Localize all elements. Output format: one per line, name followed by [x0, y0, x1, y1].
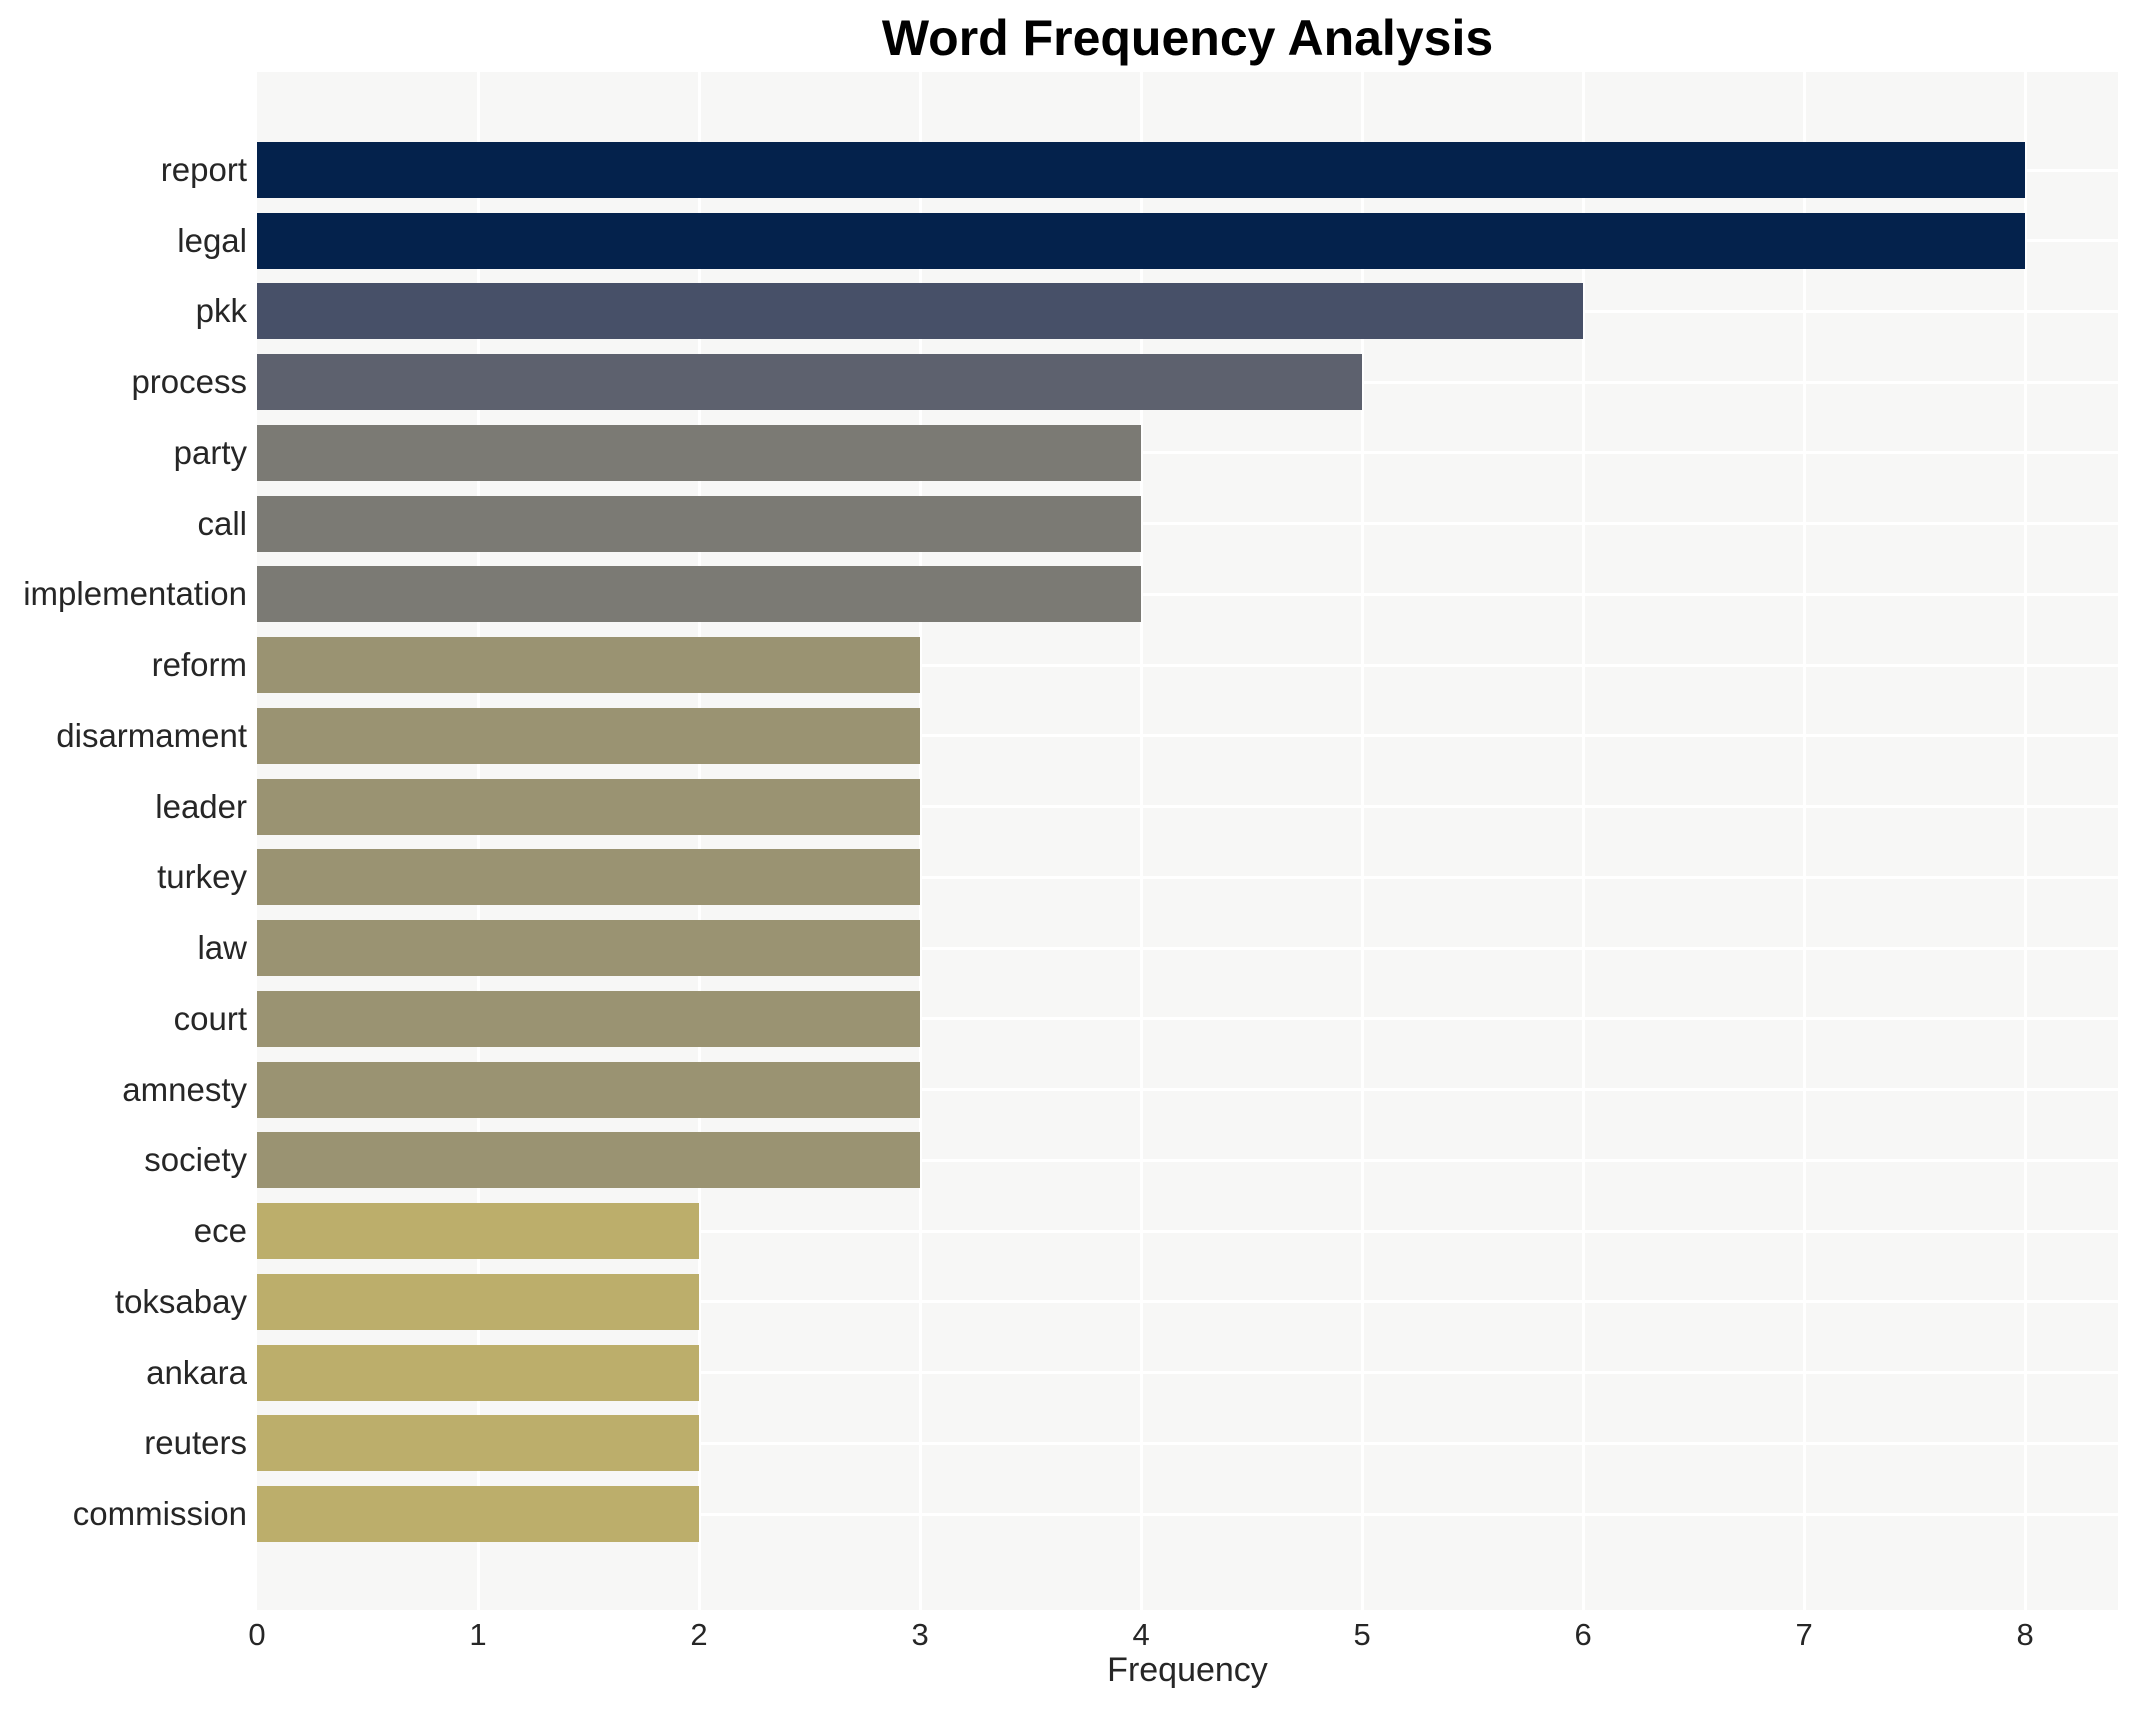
vertical-gridline — [476, 72, 480, 1610]
horizontal-gridline — [257, 1088, 2118, 1092]
x-tick-label: 2 — [690, 1617, 708, 1652]
horizontal-gridline — [257, 875, 2118, 879]
horizontal-gridline — [257, 1017, 2118, 1021]
vertical-gridline — [918, 72, 922, 1610]
horizontal-gridline — [257, 946, 2118, 950]
bar — [257, 778, 921, 835]
plot-area — [257, 72, 2118, 1610]
bar — [257, 1344, 700, 1401]
y-tick-label: call — [197, 504, 247, 542]
bar — [257, 637, 921, 694]
x-tick-label: 1 — [469, 1617, 487, 1652]
y-tick-label: disarmament — [56, 716, 247, 754]
bar — [257, 1486, 700, 1542]
horizontal-gridline — [257, 663, 2118, 667]
bar — [257, 354, 1363, 411]
y-tick-label: implementation — [23, 575, 247, 613]
x-tick-label: 7 — [1795, 1617, 1813, 1652]
horizontal-gridline — [257, 1300, 2118, 1304]
bar — [257, 1061, 921, 1118]
horizontal-gridline — [257, 451, 2118, 455]
horizontal-gridline — [257, 734, 2118, 738]
y-tick-label: toksabay — [114, 1282, 247, 1320]
x-axis-title: Frequency — [1107, 1651, 1268, 1689]
x-tick-label: 0 — [248, 1617, 266, 1652]
x-tick-label: 5 — [1353, 1617, 1371, 1652]
y-tick-label: reform — [151, 646, 247, 684]
y-tick-label: process — [131, 363, 247, 401]
y-tick-label: court — [173, 999, 247, 1037]
bar — [257, 849, 921, 906]
horizontal-gridline — [257, 1512, 2118, 1516]
horizontal-gridline — [257, 1229, 2118, 1233]
horizontal-gridline — [257, 805, 2118, 809]
bar — [257, 1415, 700, 1472]
y-tick-label: reuters — [144, 1424, 247, 1462]
y-tick-label: society — [144, 1141, 247, 1179]
bar — [257, 212, 2026, 269]
bar — [257, 424, 1142, 481]
bar — [257, 990, 921, 1047]
bar — [257, 1203, 700, 1260]
vertical-gridline — [2023, 72, 2027, 1610]
vertical-gridline — [697, 72, 701, 1610]
y-tick-label: commission — [72, 1495, 247, 1532]
y-tick-label: ece — [193, 1212, 247, 1250]
y-tick-label: amnesty — [122, 1070, 247, 1108]
y-tick-label: turkey — [157, 858, 247, 896]
horizontal-gridline — [257, 1371, 2118, 1375]
bar — [257, 566, 1142, 623]
x-tick-label: 6 — [1574, 1617, 1592, 1652]
bar — [257, 283, 1584, 340]
y-tick-label: ankara — [146, 1353, 247, 1391]
y-tick-label: legal — [177, 221, 247, 259]
bar — [257, 495, 1142, 552]
y-tick-label: party — [173, 433, 247, 471]
vertical-gridline — [1802, 72, 1806, 1610]
horizontal-gridline — [257, 1158, 2118, 1162]
x-tick-label: 3 — [911, 1617, 929, 1652]
y-tick-label: leader — [155, 787, 247, 825]
bar — [257, 142, 2026, 198]
horizontal-gridline — [257, 592, 2118, 596]
bar — [257, 1273, 700, 1330]
bar — [257, 1132, 921, 1189]
horizontal-gridline — [257, 1441, 2118, 1445]
vertical-gridline — [1581, 72, 1585, 1610]
bar — [257, 707, 921, 764]
chart-title: Word Frequency Analysis — [881, 10, 1494, 66]
y-tick-label: report — [160, 151, 247, 188]
y-tick-label: pkk — [195, 292, 247, 330]
x-tick-label: 8 — [2016, 1617, 2034, 1652]
horizontal-gridline — [257, 522, 2118, 526]
bar — [257, 920, 921, 977]
y-tick-label: law — [197, 929, 247, 967]
vertical-gridline — [1139, 72, 1143, 1610]
vertical-gridline — [1360, 72, 1364, 1610]
x-tick-label: 4 — [1132, 1617, 1150, 1652]
